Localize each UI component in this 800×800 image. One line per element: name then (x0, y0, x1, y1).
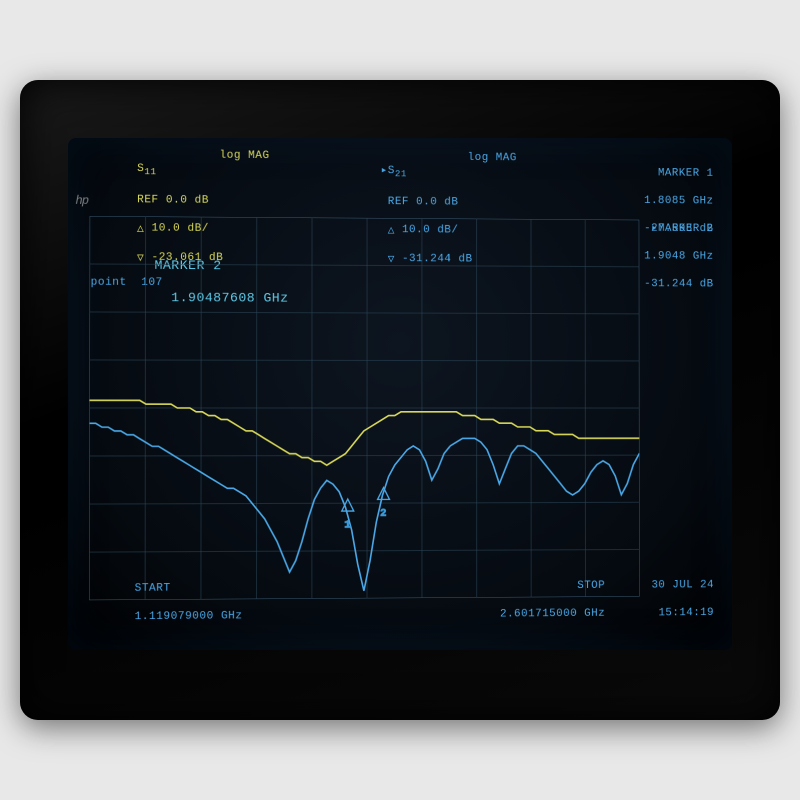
time: 15:14:19 (658, 607, 714, 619)
stop-label: STOP (577, 580, 605, 592)
date: 30 JUL 24 (651, 579, 714, 591)
hp-logo: hp (75, 194, 88, 208)
ch2-param-sub: 21 (395, 168, 407, 179)
marker2-title: MARKER 2 (658, 223, 714, 235)
stop-value: 2.601715000 GHz (500, 608, 605, 621)
marker2-freq: 1.9048 GHz (644, 250, 713, 262)
arrow-right-icon: ▸ (381, 165, 388, 177)
ch1-param-sub: 11 (144, 166, 156, 177)
ch1-ref: REF 0.0 dB (137, 194, 209, 207)
instrument-bezel: hp S11 REF 0.0 dB △ 10.0 dB/ ▽ -23.061 d… (20, 80, 780, 720)
plot-grid (89, 216, 639, 600)
ch2-ref: REF 0.0 dB (388, 196, 459, 208)
marker2-value: -31.244 dB (644, 278, 713, 290)
crt-screen: hp S11 REF 0.0 dB △ 10.0 dB/ ▽ -23.061 d… (68, 138, 732, 650)
network-analyzer-plot: 1▸ ◂2 1 2 (89, 216, 639, 600)
start-label: START (135, 583, 171, 595)
timestamp: 30 JUL 24 15:14:19 (610, 564, 715, 634)
ch2-param: S (388, 165, 395, 177)
ch1-format: log MAG (219, 149, 269, 163)
ch1-param: S (137, 163, 144, 175)
start-value: 1.119079000 GHz (135, 610, 243, 623)
svg-text:1: 1 (344, 520, 351, 531)
marker1-title: MARKER 1 (658, 167, 714, 179)
ch2-format: log MAG (468, 151, 517, 165)
sweep-stop: STOP 2.601715000 GHz (458, 565, 606, 636)
svg-text:2: 2 (380, 509, 387, 520)
sweep-start: START 1.119079000 GHz (91, 567, 242, 639)
marker1-freq: 1.8085 GHz (644, 195, 713, 207)
